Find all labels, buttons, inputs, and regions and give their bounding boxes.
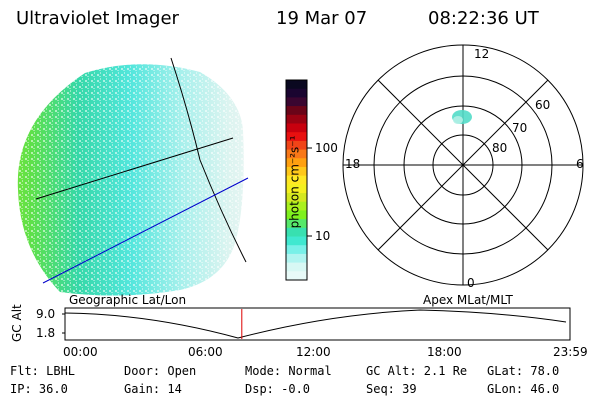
colorbar-frame [285, 79, 308, 281]
colorbar-segment [286, 236, 307, 246]
time-label: 08:22:36 UT [428, 8, 539, 29]
colorbar-segment [286, 106, 307, 116]
mlat-label-70: 70 [512, 121, 528, 135]
date-label: 19 Mar 07 [276, 8, 368, 29]
colorbar-label-100: 100 [315, 141, 338, 155]
mlt-label-18: 18 [345, 157, 361, 171]
xtick-1800: 18:00 [427, 345, 462, 359]
polar-diagonal-2 [377, 79, 549, 251]
xtick-2359: 23:59 [553, 345, 588, 359]
xtick-0600: 06:00 [188, 345, 223, 359]
longitude-line [170, 57, 247, 263]
mlt-label-12: 12 [474, 47, 490, 61]
apex-label: Apex MLat/MLT [423, 293, 513, 307]
colorbar [285, 79, 308, 281]
glon-info: GLon: 46.0 [487, 382, 560, 396]
altitude-timeline [62, 307, 571, 341]
gain-info: Gain: 14 [124, 382, 182, 396]
colorbar-segment [286, 80, 307, 90]
geographic-label: Geographic Lat/Lon [69, 293, 187, 307]
colorbar-segment [286, 245, 307, 255]
polar-emission-faint [453, 116, 463, 124]
timeline-frame [64, 307, 571, 341]
colorbar-units: photon cm⁻²s⁻¹ [287, 135, 302, 229]
colorbar-segment [286, 97, 307, 107]
colorbar-segment [286, 227, 307, 238]
door-info: Door: Open [124, 364, 197, 378]
glat-info: GLat: 78.0 [487, 364, 560, 378]
colorbar-segment [286, 140, 307, 151]
mlt-label-6: 6 [576, 157, 584, 171]
xtick-1200: 12:00 [296, 345, 331, 359]
image-noise [17, 64, 244, 296]
seq-info: Seq: 39 [366, 382, 417, 396]
terminator-line [42, 177, 249, 284]
colorbar-segment [286, 184, 307, 194]
colorbar-segment [286, 166, 307, 177]
colorbar-segment [286, 149, 307, 159]
instrument-title: Ultraviolet Imager [16, 8, 179, 29]
altitude-curve [64, 309, 567, 339]
ip-info: IP: 36.0 [10, 382, 68, 396]
latitude-line [35, 137, 234, 200]
polar-plot [342, 44, 584, 286]
colorbar-segment [286, 262, 307, 272]
colorbar-segment [286, 201, 307, 212]
timeline-ytick-low: 1.8 [36, 326, 56, 340]
uv-image-panel [17, 57, 249, 296]
timeline-ytick-high: 9.0 [36, 307, 56, 321]
colorbar-segment [286, 123, 307, 133]
mlat-label-60: 60 [535, 98, 551, 112]
colorbar-segment [286, 158, 307, 168]
mode-info: Mode: Normal [245, 364, 332, 378]
colorbar-segment [286, 132, 307, 142]
timeline-ylabel: GC Alt [10, 304, 24, 342]
colorbar-segment [286, 88, 307, 98]
colorbar-segment [286, 193, 307, 203]
colorbar-segment [286, 271, 307, 281]
xtick-0000: 00:00 [63, 345, 98, 359]
colorbar-segment [286, 253, 307, 264]
colorbar-label-10: 10 [315, 229, 331, 243]
filter-info: Flt: LBHL [10, 364, 76, 378]
mlat-label-80: 80 [492, 141, 508, 155]
colorbar-segment [286, 114, 307, 125]
gc-alt-info: GC Alt: 2.1 Re [366, 364, 468, 378]
colorbar-segment [286, 219, 307, 229]
dsp-info: Dsp: -0.0 [245, 382, 311, 396]
colorbar-segment [286, 175, 307, 185]
mlt-label-0: 0 [467, 276, 475, 290]
colorbar-segment [286, 210, 307, 220]
